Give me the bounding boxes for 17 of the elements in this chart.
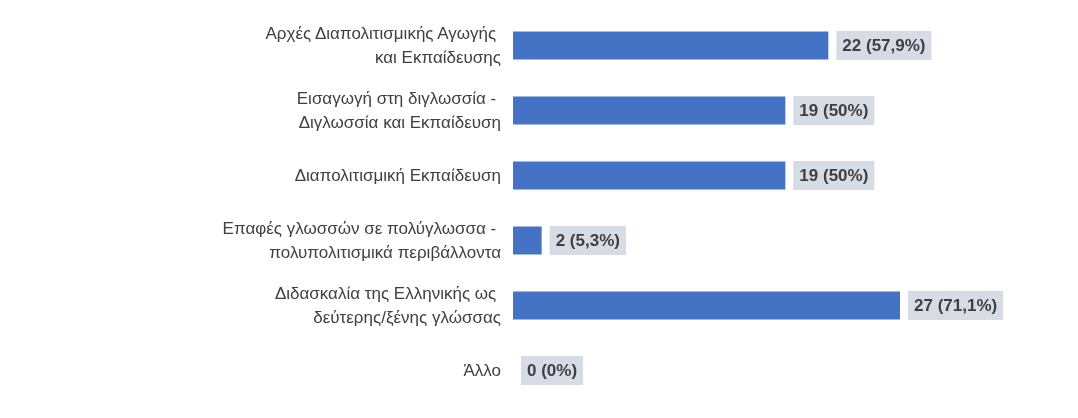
data-label: 22 (57,9%) — [842, 36, 926, 55]
y-tick-label: Εισαγωγή στη διγλωσσία - Διγλωσσία και Εκπαίδευση — [296, 89, 501, 132]
y-tick-label: Αρχές Διαπολιτισμικής Αγωγής και Εκπαίδευσης — [265, 24, 501, 67]
bar — [513, 291, 900, 320]
data-label: 27 (71,1%) — [914, 296, 998, 315]
data-label: 19 (50%) — [799, 166, 869, 185]
y-tick-label: Επαφές γλωσσών σε πολύγλωσσα - πολυπολιτισμικά περιβάλλοντα — [222, 219, 502, 262]
data-label: 19 (50%) — [799, 101, 869, 120]
y-tick-label: Διδασκαλία της Ελληνικής ως δεύτερης/ξένης γλώσσας — [274, 284, 501, 327]
data-label: 0 (0%) — [527, 361, 578, 380]
bar — [513, 161, 786, 190]
bar — [513, 31, 829, 60]
bar — [513, 96, 786, 125]
y-tick-label: Διαπολιτισμική Εκπαίδευση — [294, 166, 501, 185]
bar — [513, 226, 542, 255]
data-label: 2 (5,3%) — [555, 231, 620, 250]
y-tick-label: Άλλο — [463, 361, 501, 380]
